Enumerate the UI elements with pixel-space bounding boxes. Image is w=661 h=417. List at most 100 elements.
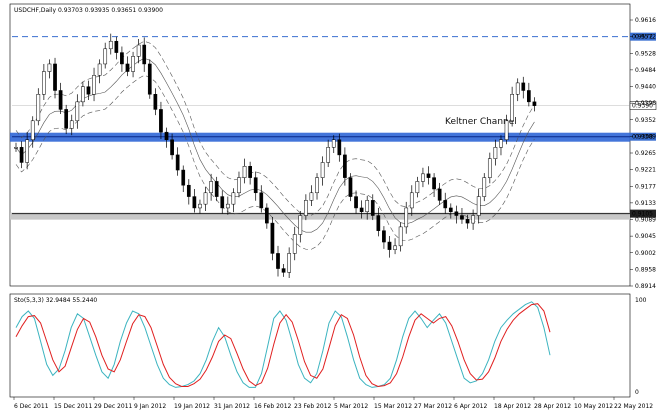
date-tick-label: 18 Apr 2012 (494, 403, 531, 410)
candle-body (175, 154, 180, 171)
candle-body (92, 75, 96, 95)
price-tick-label: 0.9045 (635, 233, 656, 240)
candle-body (36, 94, 41, 122)
support-band-gray (10, 212, 630, 220)
date-tick-label: 22 May 2012 (614, 403, 653, 410)
candle-body (75, 101, 80, 122)
price-tick-label: 0.9396 (635, 100, 656, 107)
candle-body (214, 181, 219, 197)
candle-body (454, 211, 459, 216)
candle-body (376, 215, 381, 231)
candle-body (337, 139, 342, 156)
candle-body (493, 147, 498, 159)
price-tick-label: 0.9440 (635, 84, 656, 91)
candle-body (471, 215, 475, 224)
candle-body (326, 147, 331, 163)
candle-body (203, 192, 208, 205)
candle-body (421, 173, 425, 182)
price-level-label-bg (630, 209, 656, 218)
candle-body (136, 44, 141, 57)
candle-body (30, 120, 35, 140)
highlighted-levels: 0.9572 0.9308 0.9105 0.9390 (10, 32, 657, 220)
candle-body (147, 63, 152, 95)
date-tick-label: 15 Dec 2011 (54, 403, 93, 410)
candle-body (298, 215, 303, 235)
candle-body (476, 196, 481, 216)
candle-body (108, 40, 113, 50)
candle-body (186, 184, 191, 197)
price-tick-label: 0.8914 (635, 283, 656, 290)
date-tick-label: 23 Feb 2012 (294, 403, 332, 410)
price-axis: 0.96160.95720.95280.94840.94400.93960.93… (630, 17, 656, 290)
candle-body (387, 241, 392, 250)
candle-body (19, 147, 24, 163)
price-tick-label: 0.9572 (635, 34, 656, 41)
candle-body (192, 196, 197, 209)
current-price-label-bg (629, 101, 657, 110)
stochastic-line-k (15, 301, 551, 388)
candle-body (153, 94, 158, 110)
candle-body (437, 188, 442, 201)
candle-body (259, 192, 264, 209)
date-tick-label: 16 Feb 2012 (254, 403, 292, 410)
candle-body (265, 207, 269, 224)
candle-body (415, 181, 420, 194)
date-tick-label: 10 May 2012 (574, 403, 613, 410)
price-level-label: 0.9105 (632, 211, 653, 218)
candle-body (81, 86, 85, 103)
candle-body (120, 52, 124, 65)
candle-body (320, 162, 325, 178)
candle-body (97, 63, 102, 76)
candle-body (382, 230, 386, 243)
candle-body (181, 169, 186, 186)
stochastic-line-d (15, 303, 551, 388)
candle-body (370, 200, 375, 216)
price-tick-label: 0.9221 (635, 167, 656, 174)
main-panel-frame (9, 3, 631, 287)
candle-body (465, 219, 470, 224)
date-tick-label: 6 Apr 2012 (454, 403, 487, 410)
candle-body (432, 177, 436, 190)
candle-body (365, 200, 370, 212)
candle-body (237, 177, 241, 194)
price-tick-label: 0.9265 (635, 150, 656, 157)
oscillator-title: Sto(5,3,3) 32.9484 55.2440 (14, 297, 97, 304)
candle-body (42, 71, 46, 95)
candle-body (58, 90, 63, 110)
candle-body (69, 120, 74, 129)
current-price-label: 0.9390 (632, 103, 653, 110)
candle-body (287, 253, 291, 273)
date-tick-label: 6 Dec 2011 (14, 403, 49, 410)
candle-body (443, 200, 448, 209)
candle-body (532, 101, 537, 106)
candle-body (409, 192, 414, 209)
candle-body (499, 139, 503, 148)
price-tick-label: 0.9002 (635, 250, 656, 257)
oscillator-tick-label: 100 (635, 297, 647, 304)
date-axis: 6 Dec 2011 15 Dec 2011 29 Dec 2011 9 Jan 20… (13, 397, 653, 410)
candle-body (460, 215, 464, 220)
candle-body (482, 177, 487, 197)
candle-body (47, 63, 52, 72)
oscillator-tick-label: 0 (635, 389, 639, 396)
candle-body (276, 253, 280, 269)
candle-body (64, 109, 69, 129)
candle-body (170, 139, 174, 156)
candle-body (504, 120, 509, 140)
candle-body (527, 90, 531, 103)
candle-body (270, 222, 275, 254)
candle-body (53, 63, 57, 91)
price-level-label: 0.9308 (632, 134, 653, 141)
candle-body (220, 196, 225, 209)
keltner-middle-line (15, 57, 535, 233)
price-tick-label: 0.9177 (635, 183, 656, 190)
price-tick-label: 0.9484 (635, 67, 656, 74)
candle-body (343, 154, 347, 178)
candle-body (231, 192, 236, 205)
price-tick-label: 0.9352 (635, 117, 656, 124)
candle-body (164, 131, 169, 140)
date-tick-label: 5 Mar 2012 (334, 403, 368, 410)
price-tick-label: 0.9528 (635, 50, 656, 57)
